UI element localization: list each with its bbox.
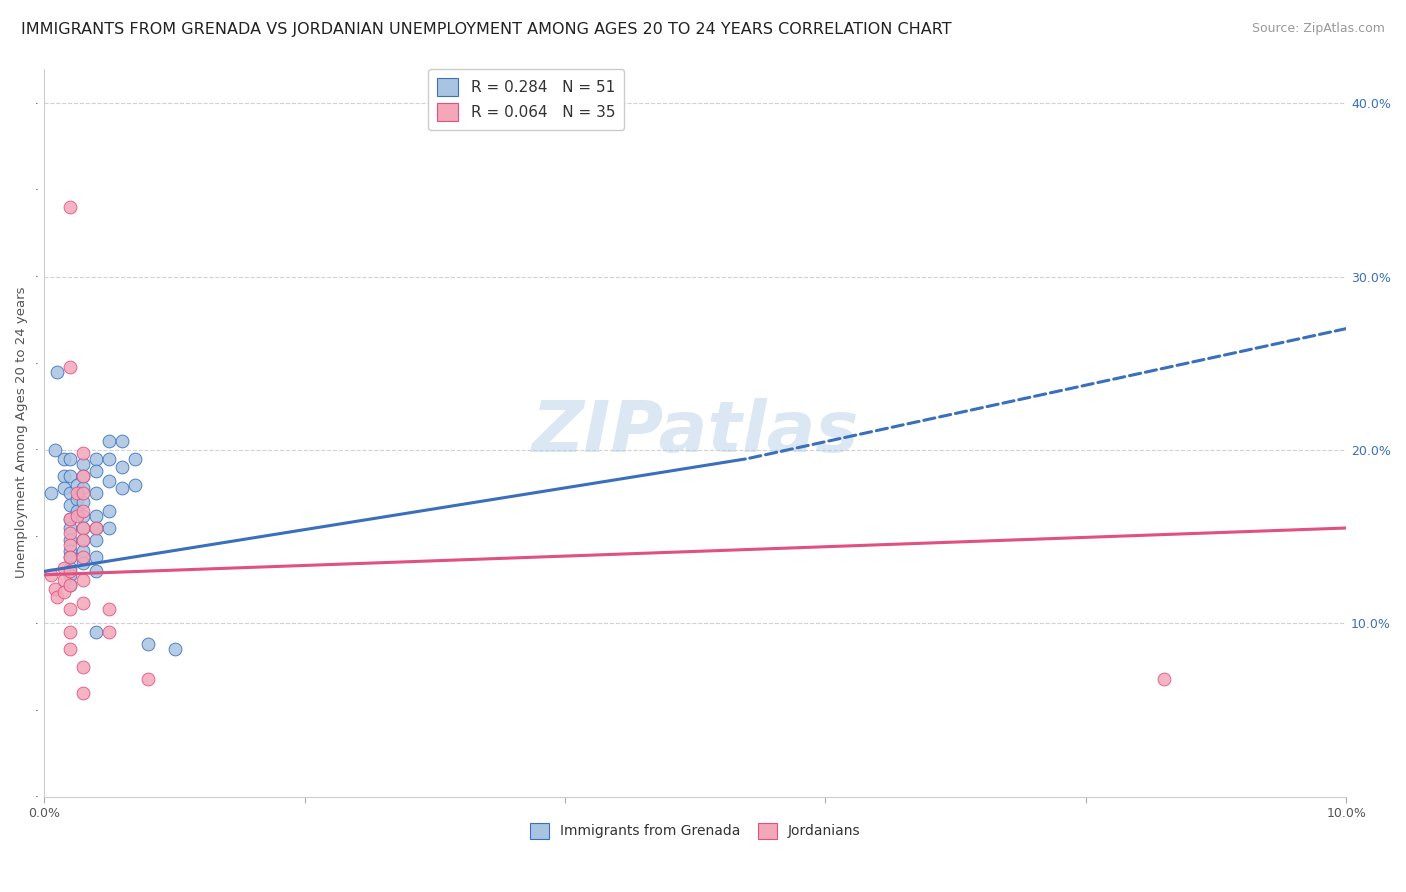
Point bbox=[98, 503, 121, 517]
Point bbox=[52, 573, 75, 587]
Point bbox=[59, 578, 82, 592]
Point bbox=[86, 486, 108, 500]
Point bbox=[59, 469, 82, 483]
Point bbox=[72, 556, 94, 570]
Point bbox=[72, 469, 94, 483]
Point bbox=[86, 565, 108, 579]
Point bbox=[59, 499, 82, 513]
Point bbox=[66, 491, 89, 506]
Point bbox=[52, 561, 75, 575]
Point bbox=[72, 686, 94, 700]
Y-axis label: Unemployment Among Ages 20 to 24 years: Unemployment Among Ages 20 to 24 years bbox=[15, 287, 28, 578]
Point bbox=[86, 451, 108, 466]
Text: ZIPatlas: ZIPatlas bbox=[531, 398, 859, 467]
Point bbox=[124, 451, 146, 466]
Point bbox=[59, 533, 82, 548]
Point bbox=[72, 543, 94, 558]
Point bbox=[72, 659, 94, 673]
Point bbox=[1153, 672, 1175, 686]
Point bbox=[44, 442, 66, 457]
Point bbox=[86, 521, 108, 535]
Point bbox=[59, 538, 82, 552]
Point bbox=[59, 200, 82, 214]
Point bbox=[46, 365, 69, 379]
Point bbox=[72, 550, 94, 565]
Point bbox=[98, 625, 121, 640]
Point bbox=[72, 521, 94, 535]
Point bbox=[59, 625, 82, 640]
Point bbox=[59, 359, 82, 374]
Point bbox=[44, 582, 66, 596]
Point bbox=[111, 460, 134, 475]
Point bbox=[59, 543, 82, 558]
Point bbox=[59, 578, 82, 592]
Legend: Immigrants from Grenada, Jordanians: Immigrants from Grenada, Jordanians bbox=[524, 817, 866, 845]
Point bbox=[86, 521, 108, 535]
Point bbox=[59, 451, 82, 466]
Point bbox=[72, 446, 94, 460]
Point bbox=[66, 477, 89, 491]
Point bbox=[111, 434, 134, 449]
Point bbox=[72, 573, 94, 587]
Point bbox=[163, 642, 186, 657]
Point bbox=[124, 477, 146, 491]
Point bbox=[66, 486, 89, 500]
Point bbox=[52, 469, 75, 483]
Point bbox=[52, 451, 75, 466]
Point bbox=[98, 602, 121, 616]
Point bbox=[72, 533, 94, 548]
Point bbox=[66, 503, 89, 517]
Point bbox=[59, 550, 82, 565]
Point bbox=[59, 565, 82, 579]
Point bbox=[72, 596, 94, 610]
Point bbox=[111, 481, 134, 495]
Point bbox=[86, 533, 108, 548]
Point bbox=[72, 486, 94, 500]
Text: IMMIGRANTS FROM GRENADA VS JORDANIAN UNEMPLOYMENT AMONG AGES 20 TO 24 YEARS CORR: IMMIGRANTS FROM GRENADA VS JORDANIAN UNE… bbox=[21, 22, 952, 37]
Point bbox=[86, 508, 108, 523]
Point bbox=[52, 585, 75, 599]
Point bbox=[59, 521, 82, 535]
Point bbox=[59, 642, 82, 657]
Point bbox=[86, 625, 108, 640]
Point bbox=[86, 464, 108, 478]
Point bbox=[59, 526, 82, 541]
Point bbox=[39, 486, 62, 500]
Point bbox=[72, 495, 94, 509]
Point bbox=[138, 637, 160, 651]
Point bbox=[59, 550, 82, 565]
Point bbox=[59, 567, 82, 582]
Point bbox=[98, 521, 121, 535]
Point bbox=[72, 521, 94, 535]
Point bbox=[59, 512, 82, 526]
Point bbox=[138, 672, 160, 686]
Point bbox=[39, 567, 62, 582]
Point bbox=[86, 550, 108, 565]
Point bbox=[72, 533, 94, 548]
Point bbox=[59, 561, 82, 575]
Point bbox=[59, 602, 82, 616]
Point bbox=[72, 508, 94, 523]
Point bbox=[72, 503, 94, 517]
Point bbox=[66, 508, 89, 523]
Point bbox=[59, 512, 82, 526]
Point bbox=[98, 474, 121, 488]
Point bbox=[98, 451, 121, 466]
Point bbox=[72, 457, 94, 471]
Point bbox=[98, 434, 121, 449]
Point bbox=[46, 591, 69, 605]
Text: Source: ZipAtlas.com: Source: ZipAtlas.com bbox=[1251, 22, 1385, 36]
Point bbox=[72, 481, 94, 495]
Point bbox=[52, 481, 75, 495]
Point bbox=[59, 486, 82, 500]
Point bbox=[72, 469, 94, 483]
